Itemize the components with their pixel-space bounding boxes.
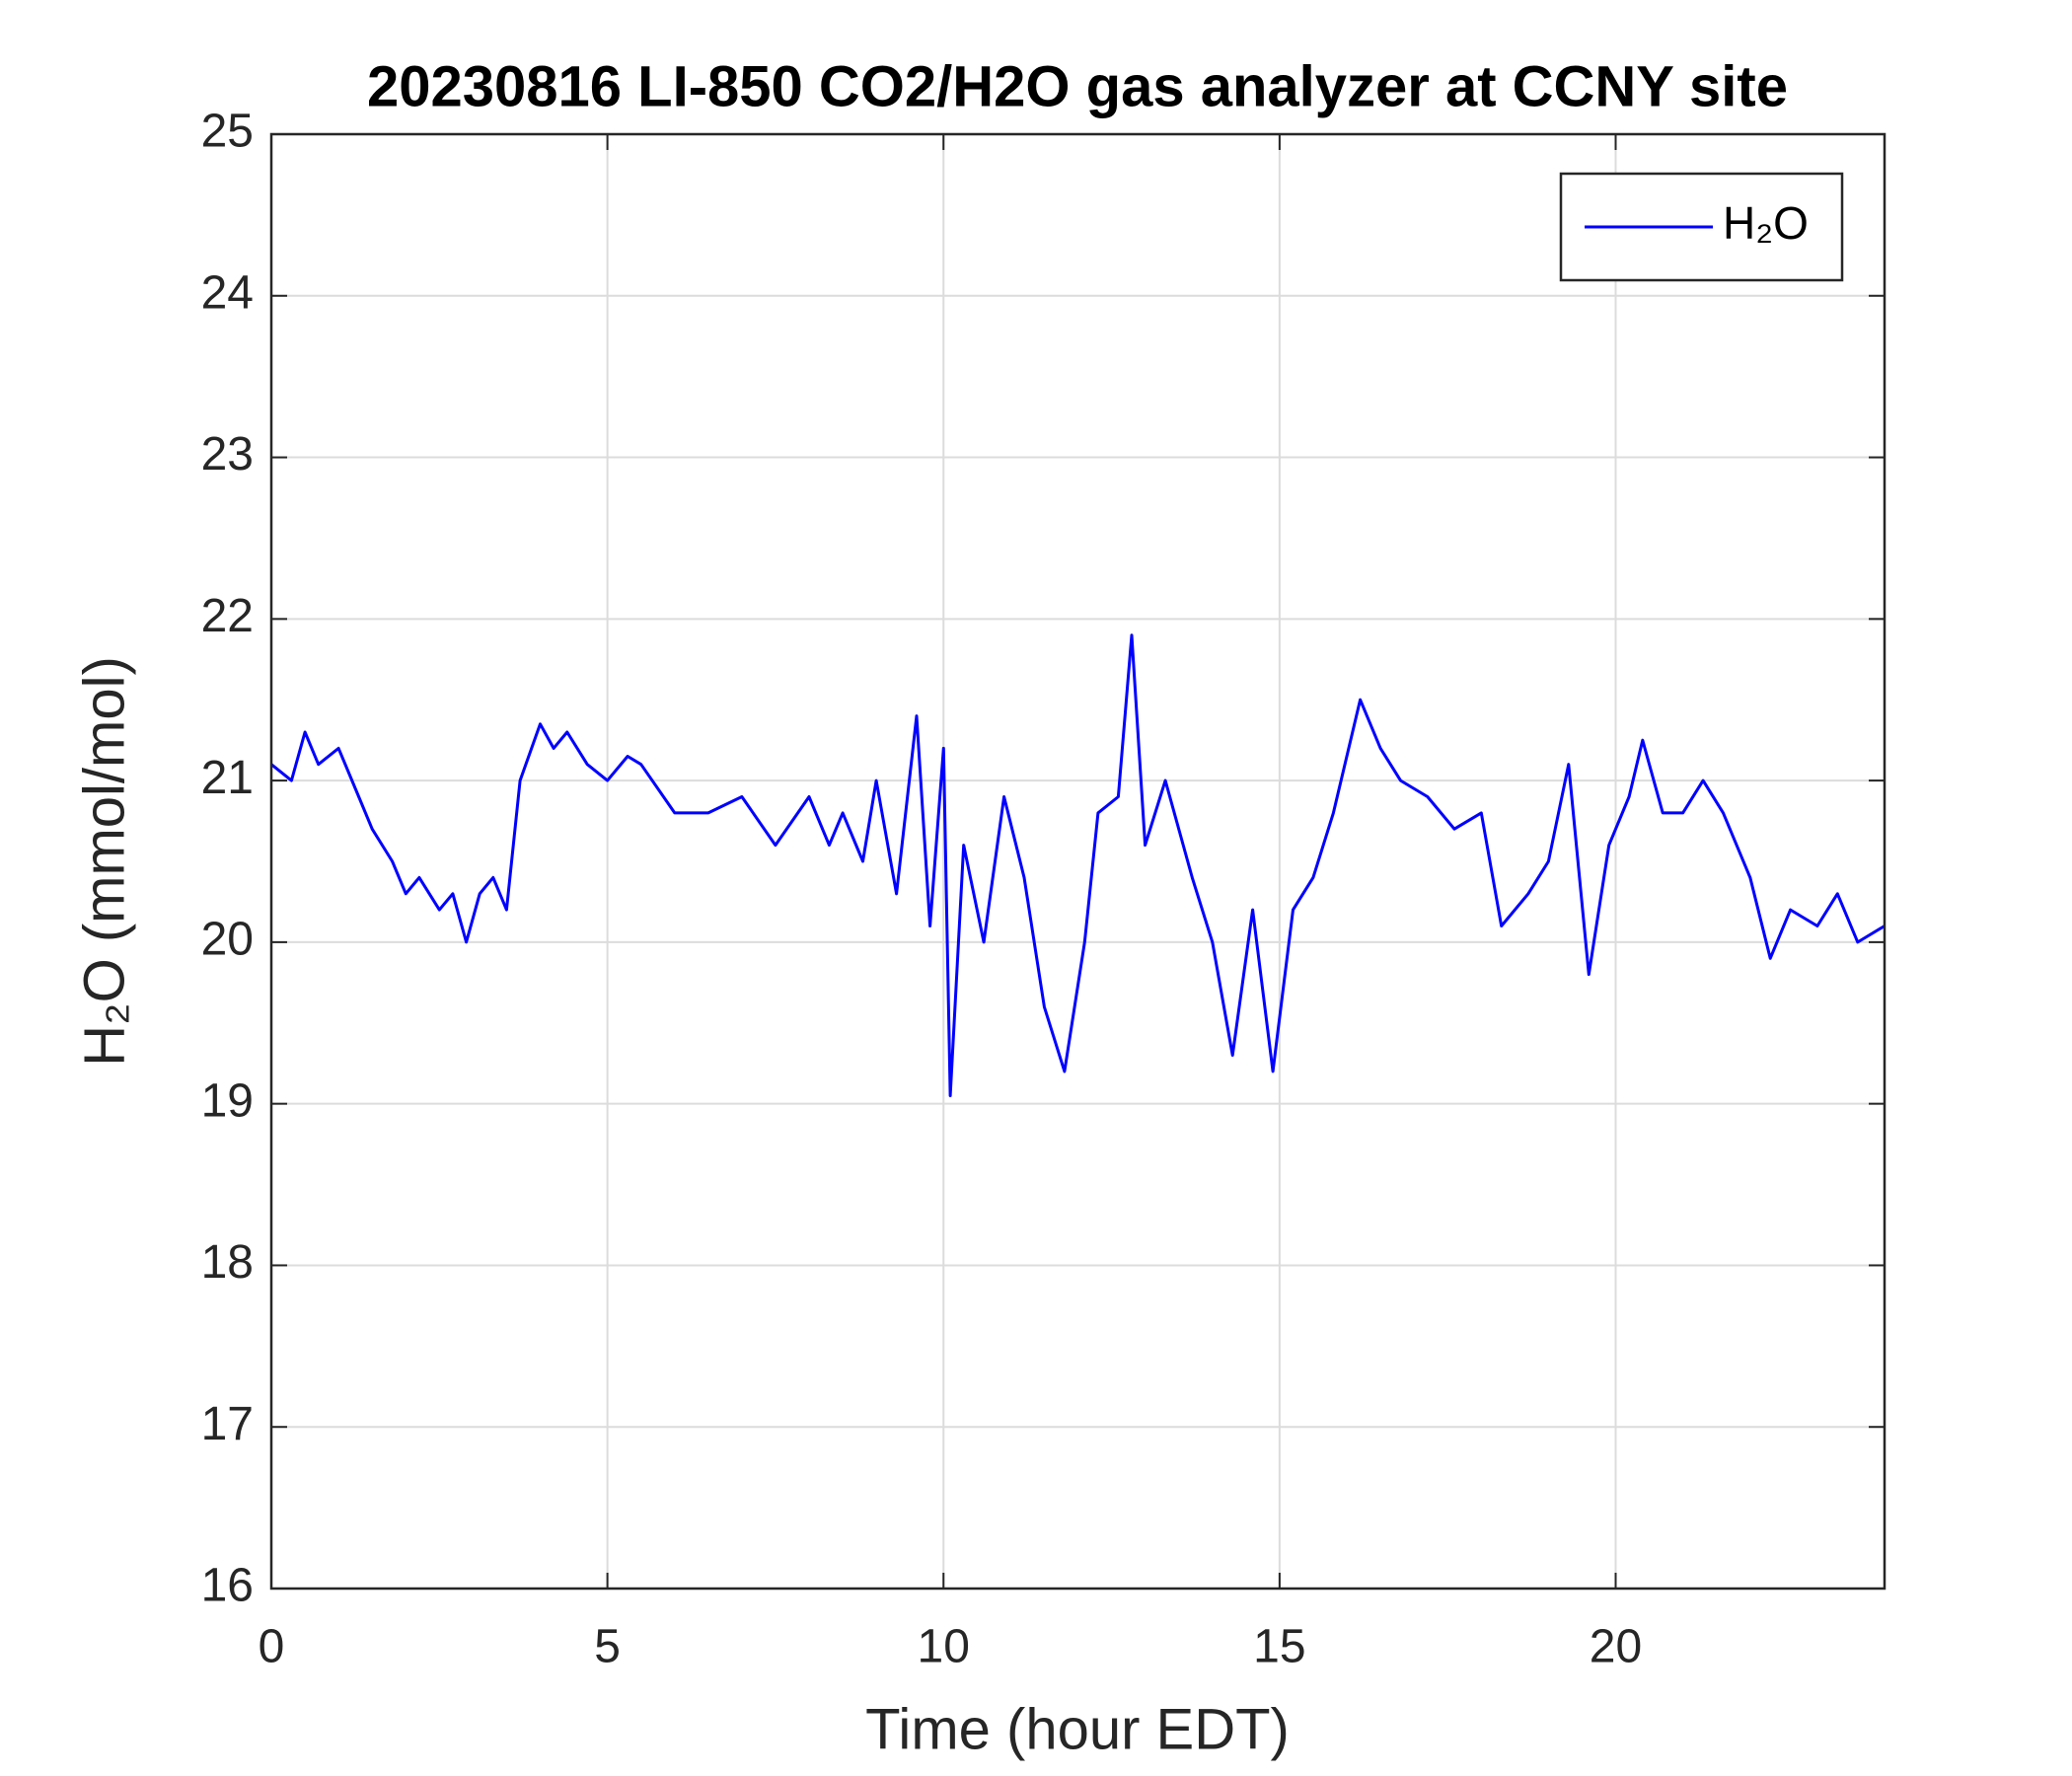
x-tick-label: 20 (1590, 1621, 1642, 1673)
y-tick-label: 17 (201, 1398, 254, 1450)
plot-frame (269, 132, 1887, 1591)
y-axis-label: H₂O (mmol/mol) (72, 656, 136, 1067)
chart-title: 20230816 LI-850 CO2/H2O gas analyzer at … (367, 54, 1788, 118)
y-tick-label: 21 (201, 752, 254, 804)
x-axis-label: Time (hour EDT) (865, 1697, 1290, 1761)
y-tick-label: 18 (201, 1236, 254, 1289)
y-tick-label: 22 (201, 590, 254, 642)
x-tick-label: 5 (594, 1621, 621, 1673)
y-tick-label: 23 (201, 428, 254, 481)
x-tick-label: 0 (259, 1621, 285, 1673)
legend-label: H₂O (1723, 197, 1809, 249)
x-tick-label: 15 (1253, 1621, 1305, 1673)
x-tick-label: 10 (918, 1621, 970, 1673)
y-tick-label: 24 (201, 266, 254, 319)
y-tick-label: 19 (201, 1074, 254, 1127)
y-tick-label: 16 (201, 1560, 254, 1612)
y-tick-label: 20 (201, 914, 254, 966)
data-line (270, 633, 1886, 1097)
y-tick-label: 25 (201, 106, 254, 158)
